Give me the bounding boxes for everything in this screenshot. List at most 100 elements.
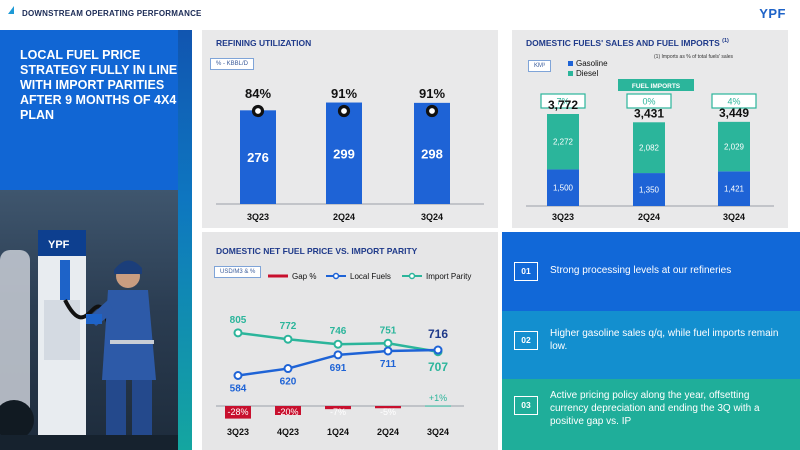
domestic-tick-label: 3Q24	[723, 212, 745, 222]
import-parity-point	[283, 334, 293, 344]
total-value-label: 3,431	[634, 106, 664, 120]
local-fuels-point	[383, 346, 393, 356]
refining-tick-label: 2Q24	[333, 212, 355, 222]
netprice-panel: DOMESTIC NET FUEL PRICE VS. IMPORT PARIT…	[202, 232, 498, 450]
legend-parity-marker	[408, 272, 416, 280]
legend-diesel-swatch	[568, 71, 573, 76]
import-parity-point	[383, 338, 393, 348]
fuel-attendant-photo: YPF	[0, 190, 192, 450]
gap-bar	[275, 406, 301, 415]
refining-bar	[240, 110, 276, 204]
legend-parity-label: Import Parity	[426, 272, 471, 281]
pump-logo-text: YPF	[48, 239, 70, 251]
domestic-title: DOMESTIC FUELS' SALES AND FUEL IMPORTS	[526, 38, 720, 48]
total-value-label: 3,772	[548, 98, 578, 112]
legend-local-marker	[332, 272, 340, 280]
import-share-label: 0%	[642, 97, 655, 107]
gap-bar	[375, 406, 401, 409]
legend-local-label: Local Fuels	[350, 272, 391, 281]
import-parity-label: 772	[280, 321, 297, 332]
import-parity-point	[333, 339, 343, 349]
import-parity-label: 707	[428, 360, 448, 374]
netprice-unit: USD/M3 & %	[214, 266, 262, 278]
import-parity-label: 751	[380, 325, 397, 336]
local-fuels-point	[333, 350, 343, 360]
import-parity-point	[233, 328, 243, 338]
import-share-box	[711, 93, 757, 109]
highlight-02: 02 Higher gasoline sales q/q, while fuel…	[502, 311, 800, 379]
diesel-value-label: 2,029	[724, 143, 745, 152]
refining-bar	[414, 102, 450, 204]
gap-label: -20%	[277, 407, 298, 417]
gasoline-bar	[633, 173, 665, 206]
page-title: DOWNSTREAM OPERATING PERFORMANCE	[22, 9, 202, 18]
highlights: 01 Strong processing levels at our refin…	[502, 232, 800, 450]
local-fuels-label: 620	[280, 377, 297, 388]
local-fuels-label: 584	[230, 384, 247, 395]
gap-label: -28%	[227, 407, 248, 417]
refining-tick-label: 3Q24	[421, 212, 443, 222]
refining-tick-label: 3Q23	[247, 212, 269, 222]
import-share-label: 7%	[556, 97, 569, 107]
domestic-tick-label: 2Q24	[638, 212, 660, 222]
refining-bar-label: 299	[333, 146, 355, 161]
refining-bar-label: 276	[247, 150, 269, 165]
local-fuels-label: 711	[380, 359, 397, 370]
diesel-bar	[633, 122, 665, 174]
gasoline-value-label: 1,421	[724, 185, 745, 194]
utilization-marker	[251, 104, 265, 118]
headline: LOCAL FUEL PRICE STRATEGY FULLY IN LINE …	[20, 48, 178, 122]
netprice-tick-label: 4Q23	[277, 427, 299, 437]
highlight-01: 01 Strong processing levels at our refin…	[502, 232, 800, 311]
import-share-box	[540, 93, 586, 109]
local-fuels-point	[433, 345, 443, 355]
utilization-label: 84%	[245, 86, 271, 101]
diesel-bar	[547, 114, 579, 170]
total-value-label: 3,449	[719, 106, 749, 120]
legend-gasoline-label: Gasoline	[576, 59, 608, 68]
gap-bar	[225, 406, 251, 419]
fuel-imports-label: FUEL IMPORTS	[632, 83, 681, 90]
domestic-tick-label: 3Q23	[552, 212, 574, 222]
refining-bar-label: 298	[421, 146, 443, 161]
refining-title: REFINING UTILIZATION	[216, 38, 312, 48]
local-fuels-label: 691	[330, 363, 347, 374]
netprice-tick-label: 3Q24	[427, 427, 449, 437]
gap-label: -5%	[380, 407, 396, 417]
import-share-box	[626, 93, 672, 109]
refining-bar	[326, 102, 362, 204]
domestic-panel: DOMESTIC FUELS' SALES AND FUEL IMPORTS (…	[512, 30, 788, 228]
netprice-tick-label: 3Q23	[227, 427, 249, 437]
legend-gasoline-swatch	[568, 61, 573, 66]
photo-illustration: YPF	[0, 230, 192, 450]
local-fuels-point	[283, 364, 293, 374]
highlight-number: 02	[514, 331, 538, 350]
gasoline-bar	[718, 171, 750, 206]
refining-chart: 276 84% 3Q23 299 91% 2Q24 298 91% 3Q24	[216, 86, 484, 222]
local-fuels-point	[233, 371, 243, 381]
diesel-value-label: 2,082	[639, 144, 660, 153]
import-parity-label: 746	[330, 326, 347, 337]
diesel-value-label: 2,272	[553, 138, 574, 147]
gap-label: -7%	[330, 407, 346, 417]
highlight-number: 01	[514, 262, 538, 281]
ypf-logo: YPF	[759, 6, 786, 21]
gap-bar	[325, 406, 351, 410]
domestic-footnote: (1) Imports as % of total fuels' sales	[654, 54, 734, 60]
color-strip	[178, 30, 192, 450]
netprice-tick-label: 2Q24	[377, 427, 399, 437]
gasoline-bar	[547, 169, 579, 206]
utilization-label: 91%	[419, 86, 445, 101]
utilization-marker	[425, 104, 439, 118]
netprice-tick-label: 1Q24	[327, 427, 349, 437]
highlight-text: Active pricing policy along the year, of…	[550, 390, 760, 427]
gasoline-value-label: 1,350	[639, 186, 660, 195]
gap-label: +1%	[429, 393, 447, 403]
legend-diesel-label: Diesel	[576, 69, 598, 78]
corner-triangle-icon	[8, 6, 14, 14]
refining-panel: REFINING UTILIZATION % - KBBL/D 276 84% 3Q…	[202, 30, 498, 228]
left-panel: LOCAL FUEL PRICE STRATEGY FULLY IN LINE …	[0, 30, 192, 450]
diesel-bar	[718, 121, 750, 172]
highlight-text: Strong processing levels at our refineri…	[550, 265, 732, 276]
fuel-imports-banner	[618, 79, 694, 91]
